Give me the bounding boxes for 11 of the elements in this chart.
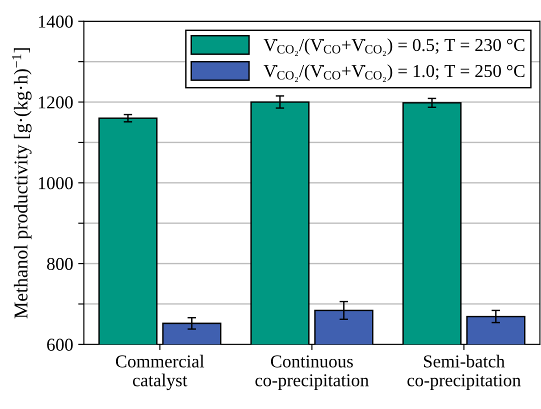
y-axis-title: Methanol productivity [g·(kg·h)$^{−1}$] xyxy=(12,48,32,318)
legend-label: V̇$_{CO₂}$/(V̇$_{CO}$+V̇$_{CO₂}$) = 1.0; T = 250 °C xyxy=(264,64,524,82)
y-tick-label: 1000 xyxy=(38,177,73,190)
x-tick-label: Continuous co-precipitation xyxy=(255,355,369,390)
legend-label: V̇$_{CO₂}$/(V̇$_{CO}$+V̇$_{CO₂}$) = 0.5; T = 230 °C xyxy=(264,38,524,56)
y-tick-label: 1400 xyxy=(38,16,73,28)
y-tick-label: 1200 xyxy=(38,96,73,108)
x-tick-label: Commercial catalyst xyxy=(116,354,204,390)
y-tick-label: 600 xyxy=(47,338,73,351)
y-tick-label: 800 xyxy=(47,258,73,270)
x-tick-label: Semi-batch co-precipitation xyxy=(407,354,521,390)
